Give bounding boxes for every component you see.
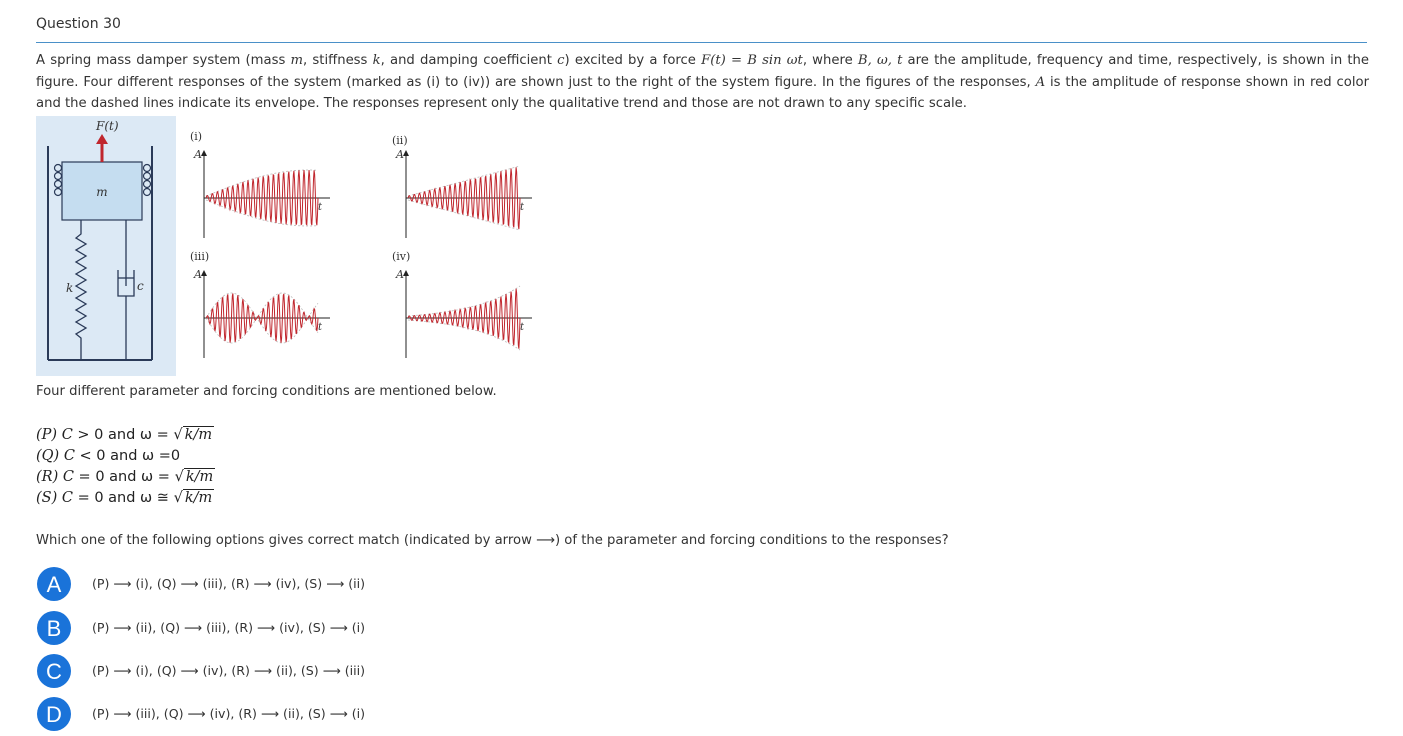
- response-panel-1: (i) At: [190, 130, 330, 238]
- damper-icon: [117, 220, 135, 360]
- option-b[interactable]: B (P) ⟶ (ii), (Q) ⟶ (iii), (R) ⟶ (iv), (…: [36, 610, 636, 646]
- option-a-text: (P) ⟶ (i), (Q) ⟶ (iii), (R) ⟶ (iv), (S) …: [92, 576, 366, 591]
- y-axis-arrow-icon: [201, 270, 207, 276]
- panel-label: (iii): [190, 250, 209, 263]
- panel-label: (ii): [392, 134, 408, 147]
- option-c-text: (P) ⟶ (i), (Q) ⟶ (iv), (R) ⟶ (ii), (S) ⟶…: [92, 663, 366, 678]
- x-axis-label: t: [520, 322, 525, 333]
- y-axis-arrow-icon: [403, 270, 409, 276]
- x-axis-label: t: [318, 202, 323, 213]
- para-text: , and damping coefficient: [380, 53, 558, 68]
- y-axis-label: A: [395, 268, 404, 281]
- svg-text:C: C: [46, 659, 62, 684]
- system-figure: m F(t) k c (i)At(ii)At(iii)At(iv)At: [36, 116, 532, 376]
- mass-label: m: [96, 185, 107, 199]
- conditions-intro: Four different parameter and forcing con…: [36, 384, 497, 399]
- y-axis-arrow-icon: [201, 150, 207, 156]
- spring-icon: [74, 220, 88, 360]
- option-a[interactable]: A (P) ⟶ (i), (Q) ⟶ (iii), (R) ⟶ (iv), (S…: [36, 566, 636, 602]
- option-b-letter-icon[interactable]: B: [36, 610, 72, 646]
- para-math: A: [1035, 74, 1046, 90]
- response-panels: (i)At(ii)At(iii)At(iv)At: [190, 130, 532, 358]
- response-panel-2: (ii)At: [392, 134, 532, 238]
- question-title: Question 30: [36, 16, 121, 32]
- para-text: is the amplitude of response shown in re…: [36, 74, 1374, 112]
- para-text: ) excited by a force: [564, 53, 702, 68]
- y-axis-label: A: [193, 148, 202, 161]
- para-math: m: [290, 53, 304, 68]
- svg-text:D: D: [46, 702, 62, 727]
- spring-label: k: [66, 281, 73, 295]
- response-curve: [407, 167, 521, 230]
- svg-text:B: B: [47, 616, 62, 641]
- response-panel-3: (iii) At: [190, 250, 330, 358]
- svg-text:A: A: [47, 572, 62, 597]
- para-math: c: [557, 53, 565, 68]
- x-axis-label: t: [318, 322, 323, 333]
- option-c[interactable]: C (P) ⟶ (i), (Q) ⟶ (iv), (R) ⟶ (ii), (S)…: [36, 653, 636, 689]
- conditions-list: (P) C > 0 and ω = √ k/m (Q) C < 0 and ω =…: [36, 425, 216, 509]
- para-text: , where: [802, 53, 858, 68]
- para-text: , stiffness: [303, 53, 373, 68]
- envelope-lower: [407, 319, 521, 351]
- condition-p: (P) C > 0 and ω = √ k/m: [36, 426, 215, 443]
- force-label: F(t): [95, 119, 119, 133]
- condition-r: (R) C = 0 and ω = √ k/m: [36, 468, 216, 485]
- option-b-text: (P) ⟶ (ii), (Q) ⟶ (iii), (R) ⟶ (iv), (S)…: [92, 620, 366, 635]
- envelope-lower: [407, 199, 521, 231]
- condition-q: (Q) C < 0 and ω =0: [36, 448, 181, 464]
- response-curve: [205, 293, 319, 343]
- question-prompt: Which one of the following options gives…: [36, 533, 949, 548]
- response-curve: [205, 170, 319, 226]
- panel-label: (iv): [392, 250, 410, 263]
- y-axis-arrow-icon: [403, 150, 409, 156]
- option-a-letter-icon[interactable]: A: [36, 566, 72, 602]
- diagram-background: [36, 116, 176, 376]
- option-d-text: (P) ⟶ (iii), (Q) ⟶ (iv), (R) ⟶ (ii), (S)…: [92, 706, 366, 721]
- title-divider: [36, 42, 1367, 43]
- x-axis-label: t: [520, 202, 525, 213]
- damper-label: c: [137, 279, 144, 293]
- y-axis-label: A: [395, 148, 404, 161]
- response-curve: [407, 288, 521, 349]
- para-math: k: [372, 53, 381, 68]
- option-d-letter-icon[interactable]: D: [36, 696, 72, 732]
- question-paragraph: A spring mass damper system (mass m, sti…: [36, 50, 1369, 115]
- force-arrowhead-icon: [96, 134, 108, 144]
- option-c-letter-icon[interactable]: C: [36, 653, 72, 689]
- panel-label: (i): [190, 130, 202, 143]
- condition-s: (S) C = 0 and ω ≅ √ k/m: [36, 489, 215, 506]
- option-d[interactable]: D (P) ⟶ (iii), (Q) ⟶ (iv), (R) ⟶ (ii), (…: [36, 696, 636, 732]
- para-text: A spring mass damper system (mass: [36, 53, 291, 68]
- para-math: B, ω, t: [857, 53, 903, 68]
- y-axis-label: A: [193, 268, 202, 281]
- para-text: are the amplitude, frequency and time, r…: [36, 53, 1374, 90]
- spring-mass-damper-diagram: m F(t) k c: [36, 116, 176, 376]
- para-math: F(t) = B sin ωt: [701, 53, 803, 68]
- envelope-upper: [205, 169, 319, 197]
- envelope-upper: [407, 165, 521, 197]
- envelope-upper: [407, 285, 521, 317]
- mass-block: [61, 161, 143, 221]
- response-panel-4: (iv) At: [392, 250, 532, 358]
